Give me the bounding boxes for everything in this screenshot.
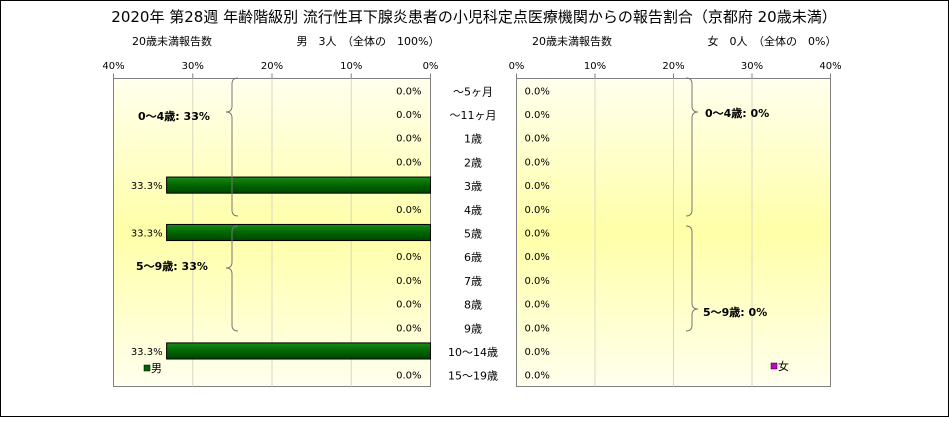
- female-value-label: 0.0%: [525, 276, 550, 287]
- male-value-label: 0.0%: [396, 205, 421, 216]
- right-brace-5-9: [685, 225, 699, 332]
- right-axis-tick-label: 30%: [741, 61, 763, 72]
- female-value-label: 0.0%: [525, 181, 550, 192]
- category-label: 6歳: [464, 251, 482, 264]
- male-bar: [166, 176, 431, 194]
- group-braces: [225, 77, 699, 332]
- right-axis-tick-label: 10%: [584, 61, 606, 72]
- right-axis-tick-label: 40%: [819, 61, 841, 72]
- category-label: 15～19歳: [448, 370, 498, 383]
- male-bar: [166, 342, 431, 360]
- left-caption: 20歳未満報告数: [132, 35, 212, 48]
- category-label: ～5ヶ月: [453, 85, 493, 98]
- chart-title: 2020年 第28週 年齢階級別 流行性耳下腺炎患者の小児科定点医療機関からの報…: [111, 8, 836, 26]
- male-value-label: 33.3%: [131, 347, 163, 358]
- male-value-label: 0.0%: [396, 252, 421, 263]
- legend-label-male: 男: [151, 362, 162, 375]
- male-value-label: 0.0%: [396, 86, 421, 97]
- category-label: 5歳: [464, 228, 482, 241]
- category-label: 4歳: [464, 204, 482, 217]
- male-value-label: 0.0%: [396, 323, 421, 334]
- category-label: 7歳: [464, 275, 482, 288]
- female-value-label: 0.0%: [525, 205, 550, 216]
- left-axis-tick-label: 40%: [102, 61, 124, 72]
- category-label: 2歳: [464, 156, 482, 169]
- female-value-label: 0.0%: [525, 157, 550, 168]
- right-caption: 20歳未満報告数: [532, 35, 612, 48]
- female-value-label: 0.0%: [525, 229, 550, 240]
- left-axis-tick-label: 10%: [340, 61, 362, 72]
- female-value-label: 0.0%: [525, 134, 550, 145]
- male-value-label: 33.3%: [131, 229, 163, 240]
- category-label: 1歳: [464, 133, 482, 146]
- female-value-label: 0.0%: [525, 252, 550, 263]
- male-value-label: 0.0%: [396, 134, 421, 145]
- left-axis-tick-label: 20%: [261, 61, 283, 72]
- male-bar: [166, 223, 431, 242]
- male-value-label: 0.0%: [396, 276, 421, 287]
- left-summary: 男 3人 （全体の 100%）: [297, 34, 440, 48]
- category-label: 10～14歳: [448, 346, 498, 359]
- male-value-label: 33.3%: [131, 181, 163, 192]
- category-label: 3歳: [464, 180, 482, 193]
- left-group-label-5-9: 5～9歳: 33%: [136, 259, 208, 273]
- legend-swatch-female: [770, 362, 778, 370]
- right-brace-0-4: [685, 77, 699, 217]
- female-value-label: 0.0%: [525, 371, 550, 382]
- category-label: ～11ヶ月: [450, 109, 497, 122]
- female-value-label: 0.0%: [525, 300, 550, 311]
- right-axis-tick-label: 20%: [662, 61, 684, 72]
- female-value-label: 0.0%: [525, 86, 550, 97]
- right-axis-tick-label: 0%: [509, 61, 525, 72]
- legend-swatch-male: [143, 364, 151, 372]
- left-brace-0-4: [225, 77, 239, 217]
- right-group-label-5-9: 5～9歳: 0%: [703, 305, 767, 319]
- legend-label-female: 女: [778, 359, 789, 373]
- left-group-label-0-4: 0～4歳: 33%: [138, 109, 210, 123]
- left-brace-5-9: [225, 225, 239, 332]
- male-value-label: 0.0%: [396, 371, 421, 382]
- female-value-label: 0.0%: [525, 323, 550, 334]
- male-value-label: 0.0%: [396, 300, 421, 311]
- male-value-label: 0.0%: [396, 110, 421, 121]
- right-summary: 女 0人 （全体の 0%）: [708, 34, 837, 48]
- category-label: 9歳: [464, 322, 482, 335]
- category-label: 8歳: [464, 299, 482, 312]
- female-value-label: 0.0%: [525, 347, 550, 358]
- right-group-label-0-4: 0～4歳: 0%: [705, 106, 769, 120]
- left-axis-tick-label: 30%: [182, 61, 204, 72]
- male-value-label: 0.0%: [396, 157, 421, 168]
- female-value-label: 0.0%: [525, 110, 550, 121]
- left-axis-tick-label: 0%: [423, 61, 439, 72]
